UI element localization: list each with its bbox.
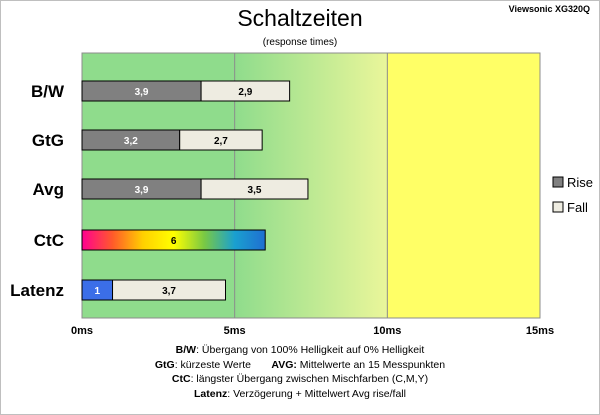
bar-label-gtg-fall: 2,7 (214, 136, 228, 147)
note-gtg-key: GtG (154, 358, 175, 371)
category-label: B/W (31, 82, 65, 101)
note-gtg-text: : kürzeste Werte (174, 358, 251, 371)
x-tick-label: 10ms (373, 325, 401, 337)
note-bw: B/W: Übergang von 100% Helligkeit auf 0%… (0, 343, 600, 358)
bar-label-avg-rise: 3,9 (135, 185, 149, 196)
bar-latenz-fall (112, 279, 227, 301)
bar-label-latenz: 1 (94, 286, 100, 297)
note-latenz-text: : Verzögerung + Mittelwert Avg rise/fall (227, 387, 406, 400)
category-label: Avg (33, 180, 65, 199)
model-label: Viewsonic XG320Q (508, 4, 590, 14)
bar-avg-fall (200, 178, 309, 200)
note-bw-text: : Übergang von 100% Helligkeit auf 0% He… (196, 344, 425, 356)
note-ctc: CtC: längster Übergang zwischen Mischfar… (0, 372, 600, 387)
note-avg-text: Mittelwerte an 15 Messpunkten (296, 358, 446, 371)
note-ctc-key: CtC (171, 373, 191, 385)
x-tick-label: 5ms (224, 325, 246, 337)
legend-swatch-fall (552, 201, 564, 213)
bar-label-gtg-rise: 3,2 (124, 136, 138, 147)
note-latenz-key: Latenz (194, 387, 228, 400)
bar-label-avg-fall: 3,5 (248, 185, 262, 196)
bar-bw-fall (200, 80, 291, 102)
note-gtg-avg: GtG: kürzeste Werte AVG: Mittelwerte an … (0, 358, 600, 373)
x-tick-label: 0ms (71, 325, 93, 337)
bar-label-bw-rise: 3,9 (135, 87, 149, 98)
note-bw-key: B/W (175, 344, 197, 356)
x-tick-label: 15ms (526, 325, 554, 337)
legend-label-fall: Fall (567, 200, 588, 215)
legend-label-rise: Rise (567, 175, 593, 190)
bar-gtg-fall (179, 129, 263, 151)
note-latenz: Latenz: Verzögerung + Mittelwert Avg ris… (0, 387, 600, 402)
bar-ctc-special (81, 229, 266, 251)
category-label: CtC (34, 231, 64, 250)
category-label: GtG (32, 131, 64, 150)
bar-label-ctc: 6 (171, 236, 177, 247)
chart-subtitle: (response times) (262, 37, 338, 48)
bar-label-bw-fall: 2,9 (238, 87, 252, 98)
chart-notes: B/W: Übergang von 100% Helligkeit auf 0%… (0, 343, 600, 401)
chart-title: Schaltzeiten (237, 5, 363, 31)
bar-label-latenz-fall: 3,7 (162, 286, 176, 297)
note-ctc-text: : längster Übergang zwischen Mischfarben… (190, 373, 429, 385)
background-zone-2 (387, 53, 540, 318)
legend-swatch-rise (552, 176, 564, 188)
note-avg-key: AVG: (271, 358, 297, 371)
category-label: Latenz (10, 281, 64, 300)
